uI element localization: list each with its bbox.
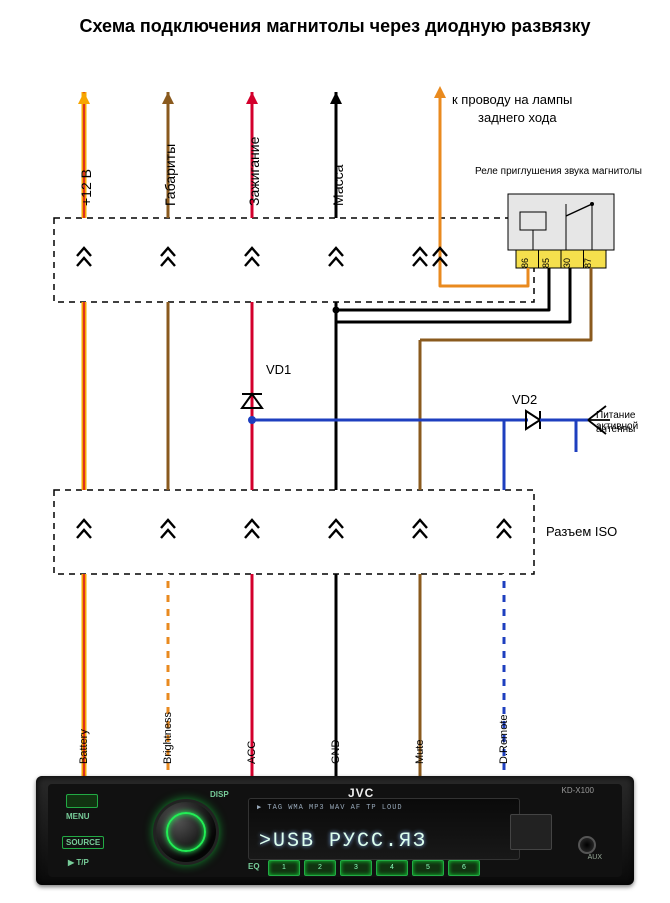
botlabel-brightness: Brightness [162, 712, 174, 764]
display-text: >USB РУСС.ЯЗ [259, 830, 427, 853]
wiring-diagram [0, 0, 670, 903]
relay-pin-85: 85 [541, 257, 551, 269]
disp-button[interactable]: DISP [210, 790, 229, 799]
eject-button[interactable] [66, 794, 98, 808]
eq-label: EQ [248, 862, 260, 871]
label-зажигание: Зажигание [246, 137, 262, 206]
volume-knob[interactable] [156, 802, 216, 862]
menu-button[interactable]: MENU [66, 812, 90, 821]
car-stereo: MENU SOURCE ▶ T/P DISP JVC KD-X100 ▶ TAG… [36, 776, 634, 885]
label-antenna-l2: антенны [596, 424, 635, 435]
relay-pin-87: 87 [583, 257, 593, 269]
aux-jack[interactable] [578, 836, 596, 854]
label-vd1: VD1 [266, 362, 291, 377]
preset-6[interactable]: 6 [448, 860, 480, 876]
label-reverse-l2: заднего хода [478, 110, 557, 125]
botlabel-dremote: D.Remote [498, 714, 510, 764]
tp-button[interactable]: ▶ T/P [68, 858, 89, 867]
botlabel-battery: Battery [78, 729, 90, 764]
label-relay: Реле приглушения звука магнитолы [472, 166, 642, 177]
display-annunciators: ▶ TAG WMA MP3 WAV AF TP LOUD [257, 803, 403, 812]
preset-5[interactable]: 5 [412, 860, 444, 876]
label-12v: +12 В [78, 169, 94, 206]
preset-2[interactable]: 2 [304, 860, 336, 876]
usb-slot[interactable] [510, 814, 552, 850]
label-габариты: Габариты [162, 144, 178, 206]
label-vd2: VD2 [512, 392, 537, 407]
preset-4[interactable]: 4 [376, 860, 408, 876]
aux-label: AUX [588, 854, 602, 861]
relay-pin-30: 30 [562, 257, 572, 269]
label-масса: Масса [330, 165, 346, 206]
stereo-face: MENU SOURCE ▶ T/P DISP JVC KD-X100 ▶ TAG… [48, 784, 622, 877]
botlabel-gnd: GND [330, 740, 342, 764]
botlabel-mute: Mute [414, 740, 426, 764]
stereo-display: ▶ TAG WMA MP3 WAV AF TP LOUD >USB РУСС.Я… [248, 798, 520, 860]
relay-pin-86: 86 [520, 257, 530, 269]
source-button[interactable]: SOURCE [62, 836, 104, 849]
model-label: KD-X100 [562, 786, 594, 795]
label-reverse-l1: к проводу на лампы [452, 92, 572, 107]
botlabel-acc: ACC [246, 741, 258, 764]
preset-1[interactable]: 1 [268, 860, 300, 876]
label-iso: Разъем ISO [546, 524, 617, 539]
preset-3[interactable]: 3 [340, 860, 372, 876]
